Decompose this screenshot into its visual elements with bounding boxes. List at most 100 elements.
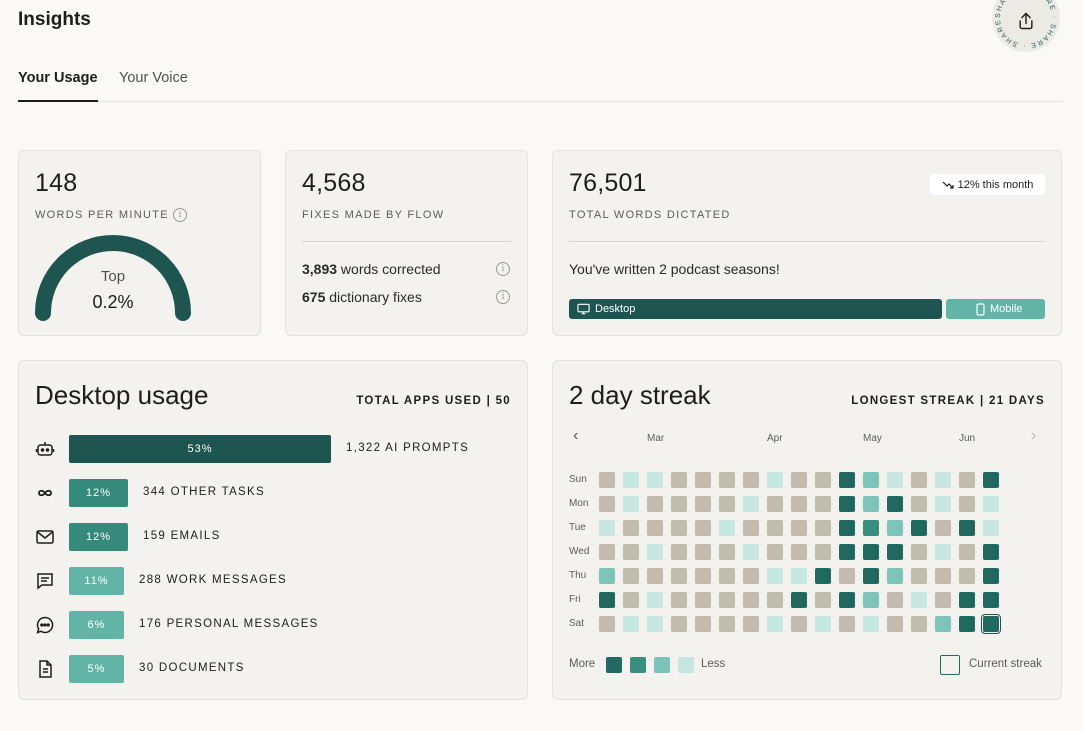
- heatmap-cell[interactable]: [671, 496, 687, 512]
- heatmap-cell[interactable]: [791, 616, 807, 632]
- heatmap-cell[interactable]: [743, 472, 759, 488]
- heatmap-cell[interactable]: [863, 592, 879, 608]
- heatmap-cell[interactable]: [887, 496, 903, 512]
- share-button[interactable]: [1012, 7, 1040, 35]
- heatmap-cell[interactable]: [959, 592, 975, 608]
- heatmap-cell[interactable]: [935, 544, 951, 560]
- heatmap-cell[interactable]: [959, 616, 975, 632]
- tab-your-voice[interactable]: Your Voice: [119, 70, 188, 86]
- heatmap-cell[interactable]: [791, 520, 807, 536]
- heatmap-cell[interactable]: [623, 616, 639, 632]
- heatmap-cell[interactable]: [719, 592, 735, 608]
- heatmap-cell[interactable]: [911, 496, 927, 512]
- heatmap-cell[interactable]: [623, 544, 639, 560]
- heatmap-cell[interactable]: [599, 520, 615, 536]
- heatmap-cell[interactable]: [815, 616, 831, 632]
- heatmap-cell[interactable]: [767, 472, 783, 488]
- heatmap-cell[interactable]: [695, 544, 711, 560]
- heatmap-cell[interactable]: [887, 472, 903, 488]
- heatmap-cell[interactable]: [815, 544, 831, 560]
- heatmap-cell[interactable]: [719, 616, 735, 632]
- heatmap-cell[interactable]: [815, 592, 831, 608]
- heatmap-cell[interactable]: [743, 592, 759, 608]
- heatmap-cell[interactable]: [983, 592, 999, 608]
- heatmap-cell[interactable]: [815, 472, 831, 488]
- heatmap-cell[interactable]: [839, 520, 855, 536]
- heatmap-cell[interactable]: [743, 568, 759, 584]
- heatmap-cell[interactable]: [935, 568, 951, 584]
- heatmap-cell[interactable]: [671, 592, 687, 608]
- info-icon[interactable]: i: [496, 262, 510, 276]
- heatmap-cell[interactable]: [911, 520, 927, 536]
- heatmap-cell[interactable]: [671, 472, 687, 488]
- heatmap-cell[interactable]: [647, 520, 663, 536]
- heatmap-cell[interactable]: [623, 472, 639, 488]
- info-icon[interactable]: i: [496, 290, 510, 304]
- heatmap-cell[interactable]: [623, 592, 639, 608]
- heatmap-cell[interactable]: [791, 496, 807, 512]
- heatmap-cell[interactable]: [743, 544, 759, 560]
- heatmap-cell[interactable]: [935, 592, 951, 608]
- heatmap-cell[interactable]: [695, 616, 711, 632]
- heatmap-cell[interactable]: [599, 616, 615, 632]
- heatmap-cell[interactable]: [767, 592, 783, 608]
- heatmap-cell[interactable]: [623, 520, 639, 536]
- heatmap-cell[interactable]: [983, 496, 999, 512]
- heatmap-cell[interactable]: [839, 616, 855, 632]
- heatmap-cell[interactable]: [983, 520, 999, 536]
- heatmap-cell[interactable]: [767, 616, 783, 632]
- heatmap-cell[interactable]: [935, 616, 951, 632]
- heatmap-cell[interactable]: [887, 544, 903, 560]
- heatmap-cell[interactable]: [719, 520, 735, 536]
- heatmap-cell[interactable]: [695, 472, 711, 488]
- heatmap-cell[interactable]: [980, 613, 1002, 635]
- heatmap-cell[interactable]: [863, 544, 879, 560]
- heatmap-cell[interactable]: [599, 592, 615, 608]
- heatmap-cell[interactable]: [935, 472, 951, 488]
- heatmap-cell[interactable]: [719, 568, 735, 584]
- heatmap-cell[interactable]: [599, 544, 615, 560]
- heatmap-cell[interactable]: [863, 496, 879, 512]
- heatmap-cell[interactable]: [839, 568, 855, 584]
- heatmap-cell[interactable]: [911, 472, 927, 488]
- heatmap-cell[interactable]: [623, 568, 639, 584]
- heatmap-cell[interactable]: [767, 544, 783, 560]
- heatmap-cell[interactable]: [671, 568, 687, 584]
- heatmap-cell[interactable]: [695, 568, 711, 584]
- heatmap-cell[interactable]: [695, 592, 711, 608]
- heatmap-cell[interactable]: [767, 496, 783, 512]
- heatmap-cell[interactable]: [767, 568, 783, 584]
- heatmap-cell[interactable]: [791, 472, 807, 488]
- heatmap-cell[interactable]: [647, 496, 663, 512]
- heatmap-cell[interactable]: [791, 544, 807, 560]
- heatmap-cell[interactable]: [815, 520, 831, 536]
- info-icon[interactable]: i: [173, 208, 187, 222]
- heatmap-cell[interactable]: [959, 568, 975, 584]
- heatmap-cell[interactable]: [863, 520, 879, 536]
- heatmap-cell[interactable]: [719, 496, 735, 512]
- heatmap-cell[interactable]: [647, 616, 663, 632]
- heatmap-cell[interactable]: [695, 496, 711, 512]
- heatmap-cell[interactable]: [983, 544, 999, 560]
- heatmap-cell[interactable]: [791, 568, 807, 584]
- heatmap-cell[interactable]: [959, 496, 975, 512]
- heatmap-cell[interactable]: [887, 520, 903, 536]
- heatmap-cell[interactable]: [671, 616, 687, 632]
- heatmap-cell[interactable]: [911, 544, 927, 560]
- heatmap-cell[interactable]: [767, 520, 783, 536]
- heatmap-cell[interactable]: [647, 472, 663, 488]
- heatmap-cell[interactable]: [863, 472, 879, 488]
- heatmap-cell[interactable]: [815, 496, 831, 512]
- heatmap-cell[interactable]: [887, 568, 903, 584]
- heatmap-cell[interactable]: [935, 520, 951, 536]
- heatmap-cell[interactable]: [839, 496, 855, 512]
- heatmap-cell[interactable]: [743, 616, 759, 632]
- heatmap-cell[interactable]: [959, 544, 975, 560]
- heatmap-cell[interactable]: [839, 544, 855, 560]
- heatmap-cell[interactable]: [839, 472, 855, 488]
- heatmap-cell[interactable]: [743, 496, 759, 512]
- share-badge[interactable]: SHARE · SHARE · SHARE · SHARE · SHARE · …: [992, 0, 1060, 52]
- heatmap-cell[interactable]: [911, 616, 927, 632]
- heatmap-cell[interactable]: [599, 496, 615, 512]
- heatmap-cell[interactable]: [935, 496, 951, 512]
